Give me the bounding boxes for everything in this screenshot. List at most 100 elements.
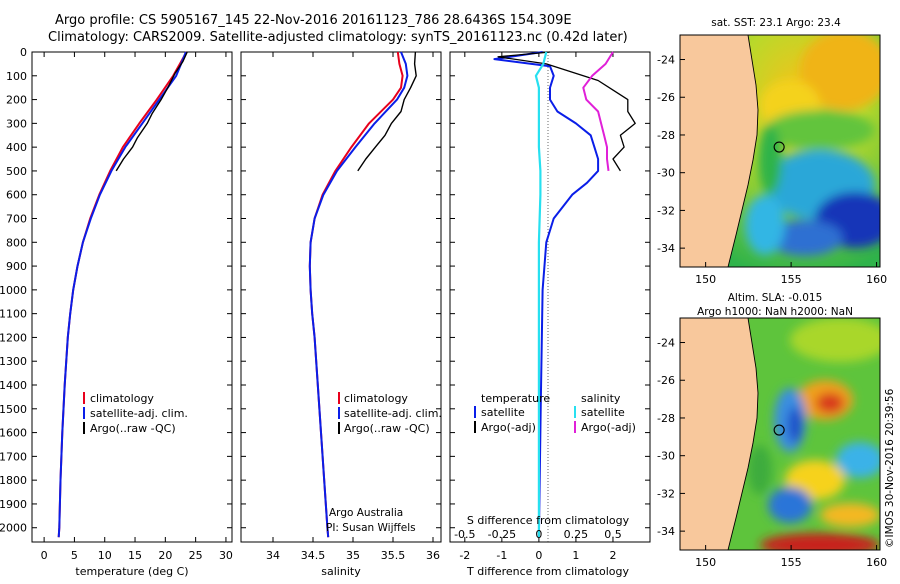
map-y-tick-label: -30 [657, 450, 675, 463]
sst-argo-marker [773, 141, 785, 153]
depth-tick-label: 800 [6, 236, 27, 249]
map-x-tick-label: 150 [695, 273, 716, 286]
depth-tick-label: 1800 [0, 474, 27, 487]
temperature-legend: climatology satellite-adj. clim. Argo(..… [83, 392, 188, 435]
x-tick-label: 34.5 [301, 549, 326, 562]
temperature-xlabel: temperature (deg C) [75, 565, 188, 578]
sla-map-field [680, 318, 880, 550]
series-line-satellite-adj-clim [308, 51, 409, 538]
imos-stamp: ©IMOS 30-Nov-2016 20:39:56 [884, 388, 896, 548]
legend-t-argo-label: Argo(-adj) [481, 421, 536, 434]
temperature-panel-frame [31, 51, 233, 543]
depth-tick-label: 1900 [0, 498, 27, 511]
x-tick-label: 2 [609, 549, 616, 562]
x-tick-label: 35.5 [381, 549, 406, 562]
top-x-tick-label: 0.25 [564, 528, 589, 541]
sst-map-field [680, 35, 880, 267]
legend-climatology-label: climatology [344, 392, 408, 405]
depth-tick-label: 0 [20, 46, 27, 59]
map-x-tick-label: 155 [781, 556, 802, 569]
x-tick-label: 0 [535, 549, 542, 562]
depth-tick-label: 1400 [0, 379, 27, 392]
depth-tick-label: 1100 [0, 308, 27, 321]
series-line-argo-raw-qc [115, 51, 188, 172]
series-line-s-satellite [534, 51, 548, 538]
sst-map-ticks: 150 155 160 -24 -26 -28 -30 -32 -34 [657, 54, 887, 286]
map-y-tick-label: -34 [657, 242, 675, 255]
depth-tick-label: 500 [6, 165, 27, 178]
map-y-tick-label: -28 [657, 412, 675, 425]
salinity-panel-frame [240, 51, 442, 543]
difference-lines [493, 51, 636, 538]
sst-map: sat. SST: 23.1 Argo: 23.4 150 155 160 -24 -2… [657, 17, 887, 286]
depth-tick-label: 1700 [0, 450, 27, 463]
sst-map-title: sat. SST: 23.1 Argo: 23.4 [711, 17, 841, 29]
map-y-tick-label: -30 [657, 167, 675, 180]
map-y-tick-label: -28 [657, 129, 675, 142]
map-x-tick-label: 160 [866, 273, 887, 286]
salinity-xlabel: salinity [321, 565, 361, 578]
salinity-lines [308, 51, 417, 538]
temperature-ticks: 0 5 10 15 20 25 30 [32, 51, 233, 562]
sla-map-ticks: 150 155 160 -24 -26 -28 -30 -32 -34 [657, 337, 887, 569]
sla-map-title: Altim. SLA: -0.015 [728, 292, 823, 304]
legend-s-argo-label: Argo(-adj) [581, 421, 636, 434]
x-tick-label: 35 [346, 549, 360, 562]
depth-tick-label: 1600 [0, 427, 27, 440]
difference-ticks: -2 -1 0 1 2 [450, 51, 650, 562]
map-y-tick-label: -32 [657, 487, 675, 500]
sla-map: Altim. SLA: -0.015 Argo h1000: NaN h2000… [657, 292, 887, 569]
legend-satellite-label: satellite-adj. clim. [90, 407, 188, 420]
sla-map-frame [679, 317, 881, 551]
legend-temperature-title: temperature [481, 392, 550, 405]
legend-s-satellite-label: satellite [581, 406, 625, 419]
series-line-satellite-adj-clim [57, 51, 187, 538]
difference-panel: -2 -1 0 1 2 temperature satellite Argo(-adj)… [449, 51, 651, 578]
top-x-tick-label: -0.25 [488, 528, 516, 541]
legend-argo-label: Argo(..raw -QC) [344, 422, 430, 435]
sla-land [680, 318, 759, 550]
difference-panel-frame [449, 51, 651, 543]
difference-xlabel: T difference from climatology [466, 565, 629, 578]
sst-land [680, 35, 759, 267]
series-line-s-argo-adj [582, 51, 614, 172]
depth-axis-labels: 0 100 200 300 400 500 600 700 800 900 1000 1100 1200… [0, 46, 27, 535]
top-x-tick-label: 0 [535, 528, 542, 541]
header-line-1: Argo profile: CS 5905167_145 22-Nov-2016… [55, 13, 572, 28]
x-tick-label: 30 [219, 549, 233, 562]
map-x-tick-label: 160 [866, 556, 887, 569]
legend-salinity-title: salinity [581, 392, 621, 405]
temperature-panel: 0 5 10 15 20 25 30 climatology satellite-adj. … [31, 51, 233, 578]
map-y-tick-label: -26 [657, 91, 675, 104]
series-line-t-argo-adj [497, 51, 636, 172]
legend-argo-label: Argo(..raw -QC) [90, 422, 176, 435]
depth-tick-label: 700 [6, 213, 27, 226]
credit-pi: PI: Susan Wijffels [326, 522, 416, 534]
x-tick-label: -1 [496, 549, 507, 562]
temperature-lines [57, 51, 188, 538]
series-line-climatology [57, 51, 188, 538]
difference-top-xlabel: S difference from climatology [467, 514, 630, 527]
header-line-2: Climatology: CARS2009. Satellite-adjuste… [48, 30, 628, 45]
depth-tick-label: 1200 [0, 331, 27, 344]
x-tick-label: 36 [426, 549, 440, 562]
top-x-tick-label: 0.5 [604, 528, 622, 541]
x-tick-label: 34 [266, 549, 280, 562]
salinity-legend: climatology satellite-adj. clim. Argo(..… [338, 392, 442, 435]
map-y-tick-label: -34 [657, 525, 675, 538]
map-x-tick-label: 155 [781, 273, 802, 286]
salinity-panel: 34 34.5 35 35.5 36 climatology satellite-adj… [240, 51, 442, 578]
x-tick-label: 15 [128, 549, 142, 562]
x-tick-label: 20 [158, 549, 172, 562]
legend-satellite-label: satellite-adj. clim. [344, 407, 442, 420]
map-y-tick-label: -24 [657, 337, 675, 350]
depth-tick-label: 2000 [0, 522, 27, 535]
salinity-ticks: 34 34.5 35 35.5 36 [241, 51, 441, 562]
legend-t-satellite-label: satellite [481, 406, 525, 419]
x-tick-label: 1 [572, 549, 579, 562]
credit-argo-australia: Argo Australia [329, 507, 403, 519]
sst-map-frame [679, 34, 881, 268]
depth-tick-label: 300 [6, 117, 27, 130]
map-x-tick-label: 150 [695, 556, 716, 569]
